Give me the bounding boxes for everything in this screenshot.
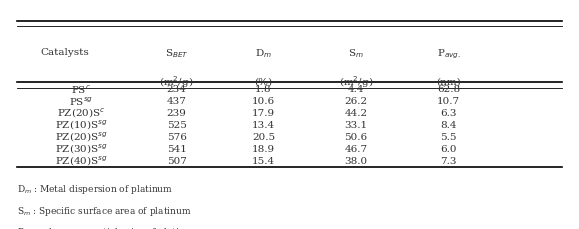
Text: 507: 507 [167, 157, 186, 166]
Text: PZ(20)S$^{sg}$: PZ(20)S$^{sg}$ [54, 131, 108, 144]
Text: 4.4: 4.4 [348, 85, 364, 94]
Text: 26.2: 26.2 [345, 97, 368, 106]
Text: (%): (%) [254, 77, 273, 86]
Text: PZ(20)S$^{c}$: PZ(20)S$^{c}$ [57, 107, 105, 120]
Text: D$_{m}$ : Metal dispersion of platinum: D$_{m}$ : Metal dispersion of platinum [17, 183, 173, 196]
Text: 18.9: 18.9 [252, 145, 275, 154]
Text: 576: 576 [167, 133, 186, 142]
Text: 15.4: 15.4 [252, 157, 275, 166]
Text: 239: 239 [167, 109, 186, 118]
Text: 17.9: 17.9 [252, 109, 275, 118]
Text: 6.3: 6.3 [441, 109, 457, 118]
Text: 525: 525 [167, 121, 186, 130]
Text: (m$^{2}$/g): (m$^{2}$/g) [159, 74, 194, 90]
Text: 6.0: 6.0 [441, 145, 457, 154]
Text: D$_{m}$: D$_{m}$ [255, 47, 272, 60]
Text: 437: 437 [167, 97, 186, 106]
Text: P$_{avg.}$: P$_{avg.}$ [437, 47, 461, 60]
Text: 46.7: 46.7 [345, 145, 368, 154]
Text: PZ(10)S$^{sg}$: PZ(10)S$^{sg}$ [54, 119, 108, 132]
Text: 541: 541 [167, 145, 186, 154]
Text: 62.8: 62.8 [437, 85, 460, 94]
Text: 33.1: 33.1 [345, 121, 368, 130]
Text: PZ(30)S$^{sg}$: PZ(30)S$^{sg}$ [54, 143, 108, 156]
Text: Catalysts: Catalysts [41, 48, 89, 57]
Text: S$_{m}$: S$_{m}$ [348, 47, 364, 60]
Text: PZ(40)S$^{sg}$: PZ(40)S$^{sg}$ [54, 155, 108, 168]
Text: (m$^{2}$/g): (m$^{2}$/g) [339, 74, 373, 90]
Text: 20.5: 20.5 [252, 133, 275, 142]
Text: 7.3: 7.3 [441, 157, 457, 166]
Text: 234: 234 [167, 85, 186, 94]
Text: 1.8: 1.8 [255, 85, 272, 94]
Text: 38.0: 38.0 [345, 157, 368, 166]
Text: S$_{BET}$: S$_{BET}$ [165, 47, 188, 60]
Text: 10.7: 10.7 [437, 97, 460, 106]
Text: P$_{avg.}$ : Average particle size of platinum: P$_{avg.}$ : Average particle size of pl… [17, 227, 200, 229]
Text: 44.2: 44.2 [345, 109, 368, 118]
Text: PS$^{sg}$: PS$^{sg}$ [69, 95, 93, 108]
Text: 13.4: 13.4 [252, 121, 275, 130]
Text: (nm): (nm) [437, 77, 461, 86]
Text: 5.5: 5.5 [441, 133, 457, 142]
Text: 10.6: 10.6 [252, 97, 275, 106]
Text: 50.6: 50.6 [345, 133, 368, 142]
Text: 8.4: 8.4 [441, 121, 457, 130]
Text: S$_{m}$ : Specific surface area of platinum: S$_{m}$ : Specific surface area of plati… [17, 205, 192, 218]
Text: PS$^{c}$: PS$^{c}$ [71, 83, 91, 96]
